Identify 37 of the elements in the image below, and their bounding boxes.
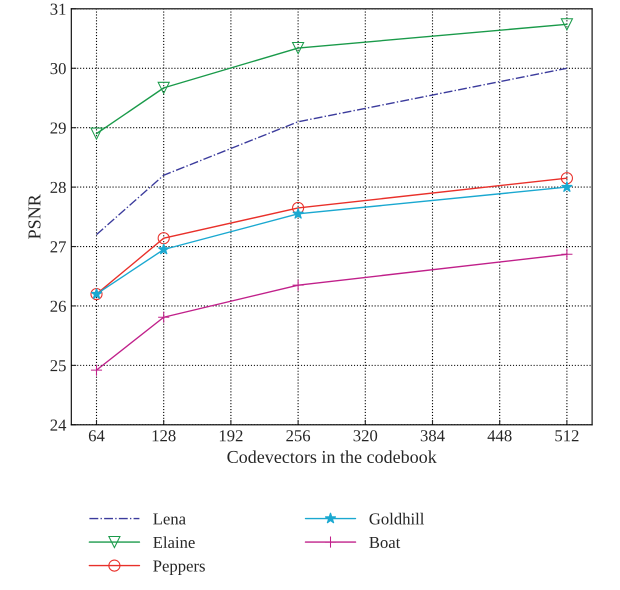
point [560, 18, 573, 30]
y-axis-title: PSNR [28, 194, 41, 239]
point [90, 128, 103, 140]
legend-label: Boat [369, 536, 400, 548]
line-series [96, 68, 568, 236]
y-tick-label: 24 [50, 420, 66, 431]
x-tick-label: 64 [88, 430, 105, 442]
y-tick-label: 26 [50, 300, 66, 312]
legend-label: Peppers [153, 560, 205, 575]
x-tick-label: 448 [488, 430, 512, 442]
y-tick-label: 31 [50, 4, 66, 15]
legend-label: Lena [153, 513, 186, 525]
x-tick-label: 320 [354, 430, 378, 442]
y-tick-label: 27 [50, 241, 66, 252]
x-tick-label: 256 [286, 430, 310, 442]
x-tick-label: 512 [555, 430, 578, 442]
point [292, 279, 304, 292]
x-axis-title: Codevectors in the codebook [227, 450, 437, 464]
point [90, 364, 103, 376]
point [560, 248, 573, 260]
y-tick-label: 29 [50, 122, 66, 134]
x-tick-label: 192 [220, 430, 242, 442]
point [158, 232, 170, 244]
x-tick-label: 128 [152, 430, 176, 442]
point [561, 181, 573, 192]
point [158, 243, 170, 255]
point [560, 172, 573, 184]
y-tick-label: 25 [50, 360, 66, 372]
legend-label: Elaine [153, 536, 195, 548]
x-tick-label: 384 [420, 430, 445, 442]
point [292, 42, 304, 54]
y-tick-label: 28 [50, 182, 66, 194]
point [158, 82, 170, 94]
point [158, 311, 170, 324]
legend-label: Goldhill [370, 512, 424, 525]
point [292, 208, 304, 219]
y-tick-label: 30 [50, 62, 66, 74]
